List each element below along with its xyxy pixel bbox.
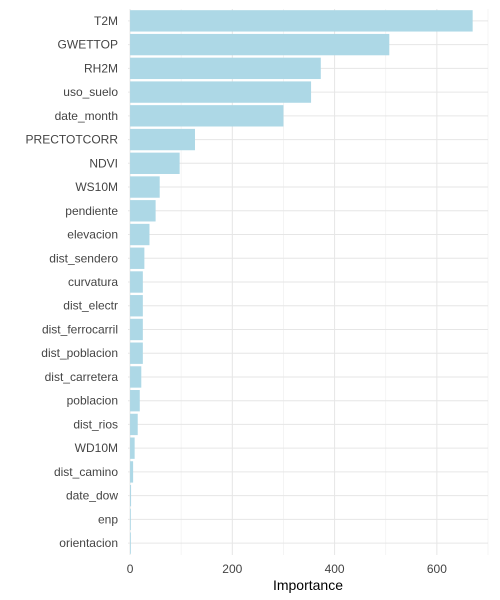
- bar-ws10m: [130, 176, 160, 198]
- x-tick-labels: 0 200 400 600: [127, 562, 447, 576]
- bars: [130, 10, 473, 554]
- y-tick-labels: T2M GWETTOP RH2M uso_suelo date_month PRECTOT…: [26, 14, 119, 550]
- y-tick-label: NDVI: [89, 156, 118, 170]
- x-tick-label: 200: [222, 562, 242, 576]
- bar-dist-carretera: [130, 366, 142, 388]
- y-tick-label: WS10M: [75, 180, 118, 194]
- y-tick-label: PRECTOTCORR: [26, 133, 119, 147]
- y-tick-label: date_dow: [66, 489, 118, 503]
- bar-rh2m: [130, 57, 321, 80]
- y-tick-label: poblacion: [67, 394, 118, 408]
- y-tick-label: RH2M: [84, 61, 118, 75]
- bar-dist-ferrocarril: [130, 318, 143, 341]
- y-tick-label: dist_ferrocarril: [42, 322, 118, 336]
- y-tick-label: pendiente: [65, 204, 118, 218]
- bar-gwettop: [130, 33, 390, 56]
- bar-date-dow: [130, 484, 132, 507]
- bar-dist-rios: [130, 413, 138, 436]
- y-tick-label: dist_carretera: [45, 370, 119, 384]
- y-tick-label: elevacion: [67, 228, 118, 242]
- x-tick-label: 400: [325, 562, 345, 576]
- y-tick-label: curvatura: [68, 275, 118, 289]
- bar-curvatura: [130, 271, 143, 293]
- bar-poblacion: [130, 390, 140, 412]
- bar-prectotcorr: [130, 128, 195, 151]
- bar-t2m: [130, 10, 473, 32]
- bar-orientacion: [130, 532, 131, 554]
- y-tick-label: orientacion: [59, 536, 118, 550]
- bar-dist-electr: [130, 295, 143, 317]
- bar-wd10m: [130, 437, 135, 459]
- bar-uso-suelo: [130, 81, 312, 103]
- bar-elevacion: [130, 223, 150, 246]
- y-tick-label: dist_electr: [63, 299, 118, 313]
- bar-ndvi: [130, 152, 180, 174]
- x-tick-label: 0: [127, 562, 134, 576]
- y-tick-label: enp: [98, 512, 118, 526]
- y-tick-label: uso_suelo: [63, 85, 118, 99]
- y-tick-label: dist_rios: [73, 417, 118, 431]
- y-tick-label: dist_camino: [54, 465, 118, 479]
- bar-dist-poblacion: [130, 342, 143, 364]
- x-axis-title: Importance: [273, 577, 343, 593]
- bar-dist-camino: [130, 461, 134, 483]
- bar-date-month: [130, 105, 284, 127]
- x-tick-label: 600: [427, 562, 447, 576]
- y-tick-label: T2M: [94, 14, 118, 28]
- bar-pendiente: [130, 200, 156, 222]
- y-tick-label: WD10M: [75, 441, 118, 455]
- y-tick-label: GWETTOP: [58, 38, 118, 52]
- y-tick-label: date_month: [55, 109, 118, 123]
- y-tick-label: dist_sendero: [49, 251, 118, 265]
- y-tick-label: dist_poblacion: [41, 346, 118, 360]
- bar-enp: [130, 508, 131, 531]
- bar-dist-sendero: [130, 247, 145, 269]
